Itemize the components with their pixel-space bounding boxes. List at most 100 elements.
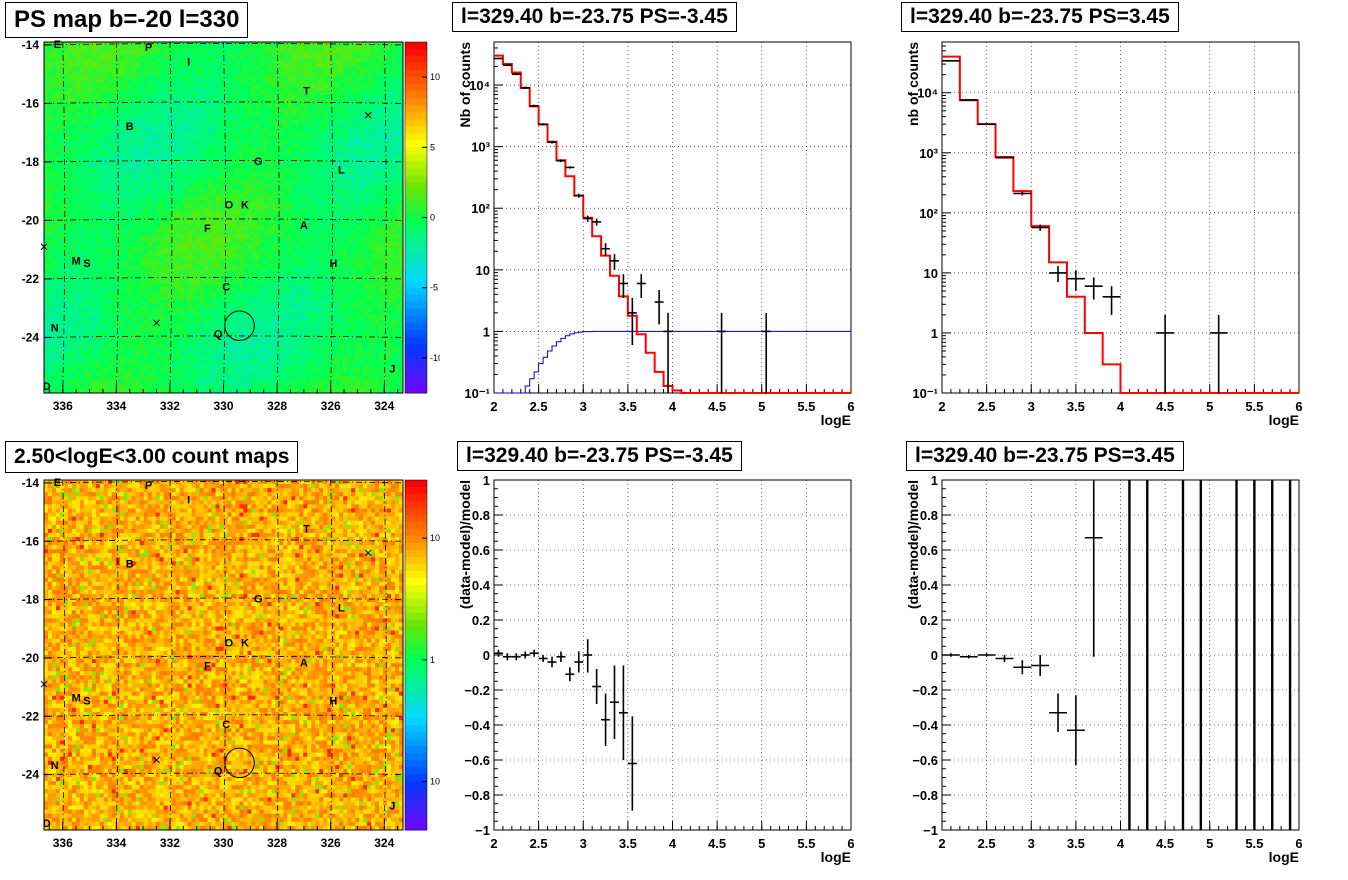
map1-pixel: [83, 95, 89, 100]
map1-pixel: [63, 148, 69, 153]
map1-pixel: [291, 176, 296, 182]
map1-pixel: [155, 246, 161, 251]
map1-pixel: [115, 258, 121, 263]
map1-pixel: [303, 160, 308, 165]
map1-pixel: [151, 70, 157, 76]
map1-pixel: [231, 70, 236, 76]
map1-pixel: [44, 78, 49, 84]
map1-pixel: [67, 127, 73, 133]
map1-pixel: [203, 86, 208, 92]
map1-pixel: [195, 233, 200, 239]
map1-pixel: [127, 135, 133, 141]
map1-pixel: [287, 221, 292, 227]
map1-pixel: [139, 148, 145, 153]
map1-pixel: [83, 131, 89, 137]
map1-pixel: [131, 237, 137, 243]
map1-pixel: [235, 172, 240, 178]
map1-pixel: [131, 221, 137, 227]
map1-pixel: [283, 95, 288, 100]
map1-pixel: [375, 233, 380, 239]
map1-pixel: [179, 70, 185, 76]
map1-pixel: [227, 225, 232, 231]
map1-pixel: [347, 111, 352, 116]
map1-pixel: [335, 188, 340, 194]
map1-pixel: [159, 90, 165, 96]
map1-pixel: [151, 250, 157, 255]
map1-pixel: [283, 168, 288, 173]
map1-pixel: [71, 262, 77, 267]
map1-pixel: [195, 172, 200, 178]
map1-pixel: [247, 86, 252, 92]
map1-pixel: [343, 50, 348, 55]
map1-pixel: [151, 180, 157, 186]
map1-pixel: [235, 168, 240, 173]
map1-pixel: [251, 168, 256, 173]
map1-pixel: [339, 225, 344, 231]
map1-pixel: [387, 148, 392, 153]
map1-pixel: [159, 229, 165, 235]
map1-pixel: [99, 74, 105, 80]
map1-pixel: [395, 90, 400, 96]
map1-pixel: [283, 241, 288, 247]
map1-pixel: [339, 144, 344, 149]
map1-pixel: [327, 254, 332, 259]
map1-pixel: [215, 156, 220, 161]
map1-pixel: [243, 103, 248, 108]
map1-pixel: [83, 86, 89, 92]
map1-pixel: [59, 58, 65, 63]
map1-pixel: [387, 209, 392, 214]
map1-pixel: [135, 144, 141, 149]
map1-pixel: [379, 233, 384, 239]
map1-pixel: [227, 62, 232, 67]
map1-pixel: [211, 237, 216, 243]
map1-pixel: [331, 103, 336, 108]
map1-pixel: [99, 229, 105, 235]
map1-pixel: [111, 254, 117, 259]
map1-pixel: [351, 250, 356, 255]
map1-pixel: [311, 54, 316, 59]
map1-pixel: [367, 74, 372, 80]
map1-pixel: [75, 213, 81, 218]
map1-pixel: [87, 70, 93, 76]
map1-pixel: [347, 229, 352, 235]
map1-pixel: [371, 99, 376, 104]
map1-pixel: [79, 246, 85, 251]
map1-pixel: [91, 139, 97, 145]
map1-pixel: [143, 233, 149, 239]
map1-pixel: [55, 262, 61, 267]
map1-pixel: [167, 209, 173, 214]
map1-pixel: [75, 209, 81, 214]
map1-pixel: [335, 86, 340, 92]
map1-pixel: [219, 152, 224, 157]
map1-pixel: [59, 193, 65, 198]
map1-pixel: [243, 164, 248, 169]
map1-pixel: [355, 160, 360, 165]
map1-pixel: [335, 221, 340, 227]
map1-pixel: [343, 164, 348, 169]
map1-pixel: [311, 127, 316, 133]
map1-pixel: [107, 62, 113, 67]
map1-pixel: [75, 164, 81, 169]
map1-pixel: [303, 66, 308, 71]
map1-pixel: [67, 156, 73, 161]
map1-pixel: [379, 250, 384, 255]
map1-pixel: [127, 115, 133, 120]
map1-pixel: [323, 184, 328, 190]
map1-pixel: [223, 50, 228, 55]
map1-pixel: [263, 74, 268, 80]
map1-pixel: [331, 164, 336, 169]
map1-pixel: [359, 139, 364, 145]
map1-pixel: [363, 135, 368, 141]
map1-pixel: [163, 213, 169, 218]
map1-pixel: [175, 103, 181, 108]
map1-pixel: [127, 197, 133, 202]
map1-pixel: [371, 229, 376, 235]
map1-pixel: [263, 135, 268, 141]
map1-pixel: [355, 139, 360, 145]
map1-pixel: [175, 213, 181, 218]
map1-pixel: [283, 66, 288, 71]
map1-pixel: [119, 156, 125, 161]
map1-pixel: [263, 103, 268, 108]
map1-pixel: [387, 201, 392, 206]
map1-pixel: [135, 266, 141, 271]
